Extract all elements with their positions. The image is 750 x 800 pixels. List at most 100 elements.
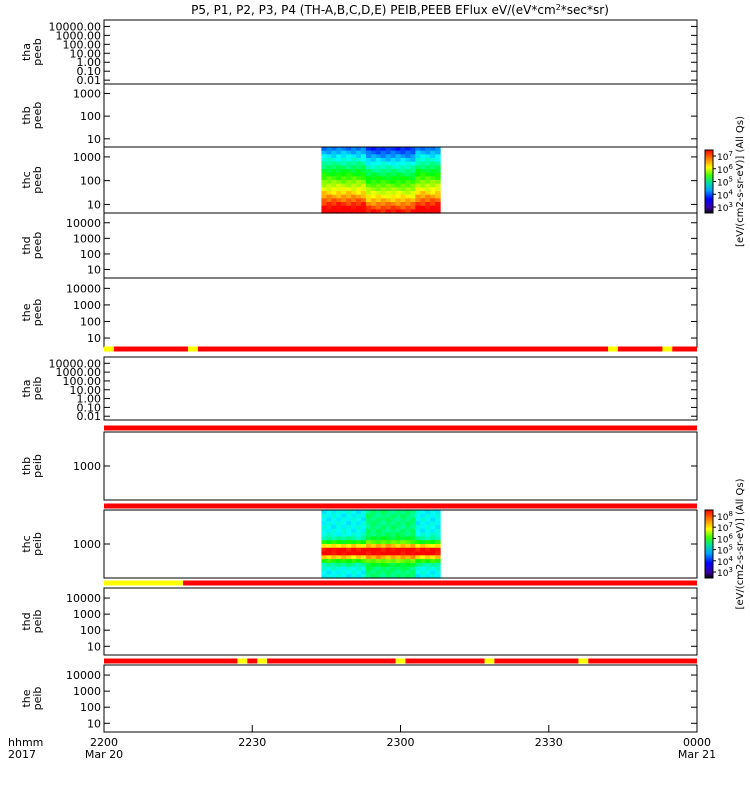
spectrogram-cell	[365, 194, 372, 199]
spectrogram-cell	[425, 176, 431, 181]
spectrogram-cell	[351, 547, 357, 553]
spectrogram-cell	[341, 154, 347, 159]
spectrogram-cell	[410, 172, 416, 177]
spectrogram-cell	[395, 191, 402, 196]
y-tick-label: 10000.00	[49, 357, 102, 370]
y-tick-label: 1000.00	[56, 366, 102, 379]
spectrogram-cell	[336, 202, 342, 207]
spectrogram-cell	[390, 532, 397, 538]
spectrogram-cell	[365, 517, 372, 522]
spectrogram-cell	[385, 202, 392, 207]
spectrogram-cell	[385, 566, 392, 572]
spectrogram-cell	[405, 540, 411, 545]
spectrogram-cell	[375, 154, 382, 159]
spectrogram-cell	[326, 521, 332, 526]
spectrogram-cell	[420, 198, 426, 203]
spectrogram-cell	[400, 172, 407, 177]
spectrogram-cell	[351, 528, 357, 534]
y-tick-label: 10000	[66, 282, 101, 295]
panel-thb-peeb: 1000 100 10 thbpeeb	[20, 83, 698, 148]
spectrogram-cell	[400, 547, 407, 553]
spectrogram-cell	[351, 570, 357, 575]
spectrogram-cell	[365, 532, 372, 538]
spectrogram-cell	[410, 559, 416, 564]
spectrogram-cell	[385, 517, 392, 522]
spectrogram-cell	[410, 169, 416, 174]
spectrogram-cell	[405, 559, 411, 564]
spectrogram-cell	[341, 202, 347, 207]
spectrogram-cell	[370, 169, 377, 174]
spectrogram-cell	[326, 165, 332, 170]
spectrogram-cell	[435, 187, 441, 192]
spectrogram-cell	[390, 536, 397, 541]
spectrogram-cell	[420, 517, 426, 522]
spectrogram-cell	[346, 194, 352, 199]
spectrogram-cell	[326, 169, 332, 174]
spectrogram-cell	[380, 559, 387, 564]
y-tick-label: 1000	[73, 232, 101, 245]
spectrogram-cell	[420, 183, 426, 188]
spectrogram-cell	[346, 158, 352, 163]
spectrogram-cell	[430, 150, 436, 155]
spectrogram-cell	[321, 544, 327, 549]
spectrogram-cell	[385, 187, 392, 192]
spectrogram-cell	[370, 194, 377, 199]
spectrogram-cell	[336, 528, 342, 534]
spectrogram-cell	[410, 517, 416, 522]
spectrogram-cell	[375, 180, 382, 185]
spectrogram-cell	[326, 566, 332, 572]
spectrogram-cell	[326, 154, 332, 159]
spectrogram-cell	[405, 187, 411, 192]
spectrogram-cell	[321, 510, 327, 515]
status-yellow-segment	[104, 580, 184, 586]
spectrogram-cell	[400, 510, 407, 515]
y-tick-label: 10	[87, 198, 101, 211]
spectrogram-cell	[385, 205, 392, 210]
spectrogram-cell	[400, 205, 407, 210]
y-tick-label: 10	[87, 717, 101, 730]
spectrogram-cell	[405, 525, 411, 530]
spectrogram-cell	[400, 536, 407, 541]
spectrogram-cell	[375, 574, 382, 579]
spectrogram-cell	[326, 202, 332, 207]
spectrogram-cell	[380, 209, 387, 214]
spectrogram-cell	[435, 544, 441, 549]
spectrogram-cell	[370, 180, 377, 185]
x-tick-date: Mar 20	[85, 748, 123, 761]
spectrogram-cell	[331, 161, 337, 166]
spectrogram-cell	[405, 551, 411, 556]
spectrogram-cell	[375, 544, 382, 549]
spectrogram-cell	[346, 517, 352, 522]
spectrogram-cell	[405, 544, 411, 549]
spectrogram-cell	[336, 180, 342, 185]
spectrogram-cell	[385, 198, 392, 203]
spectrogram-cell	[346, 176, 352, 181]
spectrogram-cell	[370, 158, 377, 163]
spectrogram-cell	[346, 562, 352, 568]
spectrogram-cell	[405, 547, 411, 553]
spectrogram-cell	[415, 198, 421, 203]
spectrogram-cell	[410, 198, 416, 203]
spectrogram-cell	[405, 191, 411, 196]
spectrogram-cell	[435, 536, 441, 541]
y-tick-label: 1000.00	[56, 29, 102, 42]
spectrogram-cell	[405, 169, 411, 174]
spectrogram-cell	[390, 158, 397, 163]
spectrogram-cell	[410, 161, 416, 166]
spectrogram-cell	[425, 202, 431, 207]
spectrogram-cell	[356, 191, 362, 196]
spectrogram-cell	[390, 205, 397, 210]
spectrogram-cell	[356, 183, 362, 188]
spectrogram-cell	[390, 521, 397, 526]
spectrogram-cell	[415, 187, 421, 192]
spectrogram-cell	[375, 566, 382, 572]
spectrogram-cell	[430, 161, 436, 166]
spectrogram-cell	[346, 205, 352, 210]
spectrogram-cell	[405, 198, 411, 203]
spectrogram-cell	[351, 198, 357, 203]
spectrogram-cell	[375, 147, 382, 152]
spectrogram-cell	[341, 187, 347, 192]
spectrogram-cell	[370, 161, 377, 166]
spectrogram-cell	[430, 513, 436, 519]
spectrogram-cell	[395, 165, 402, 170]
